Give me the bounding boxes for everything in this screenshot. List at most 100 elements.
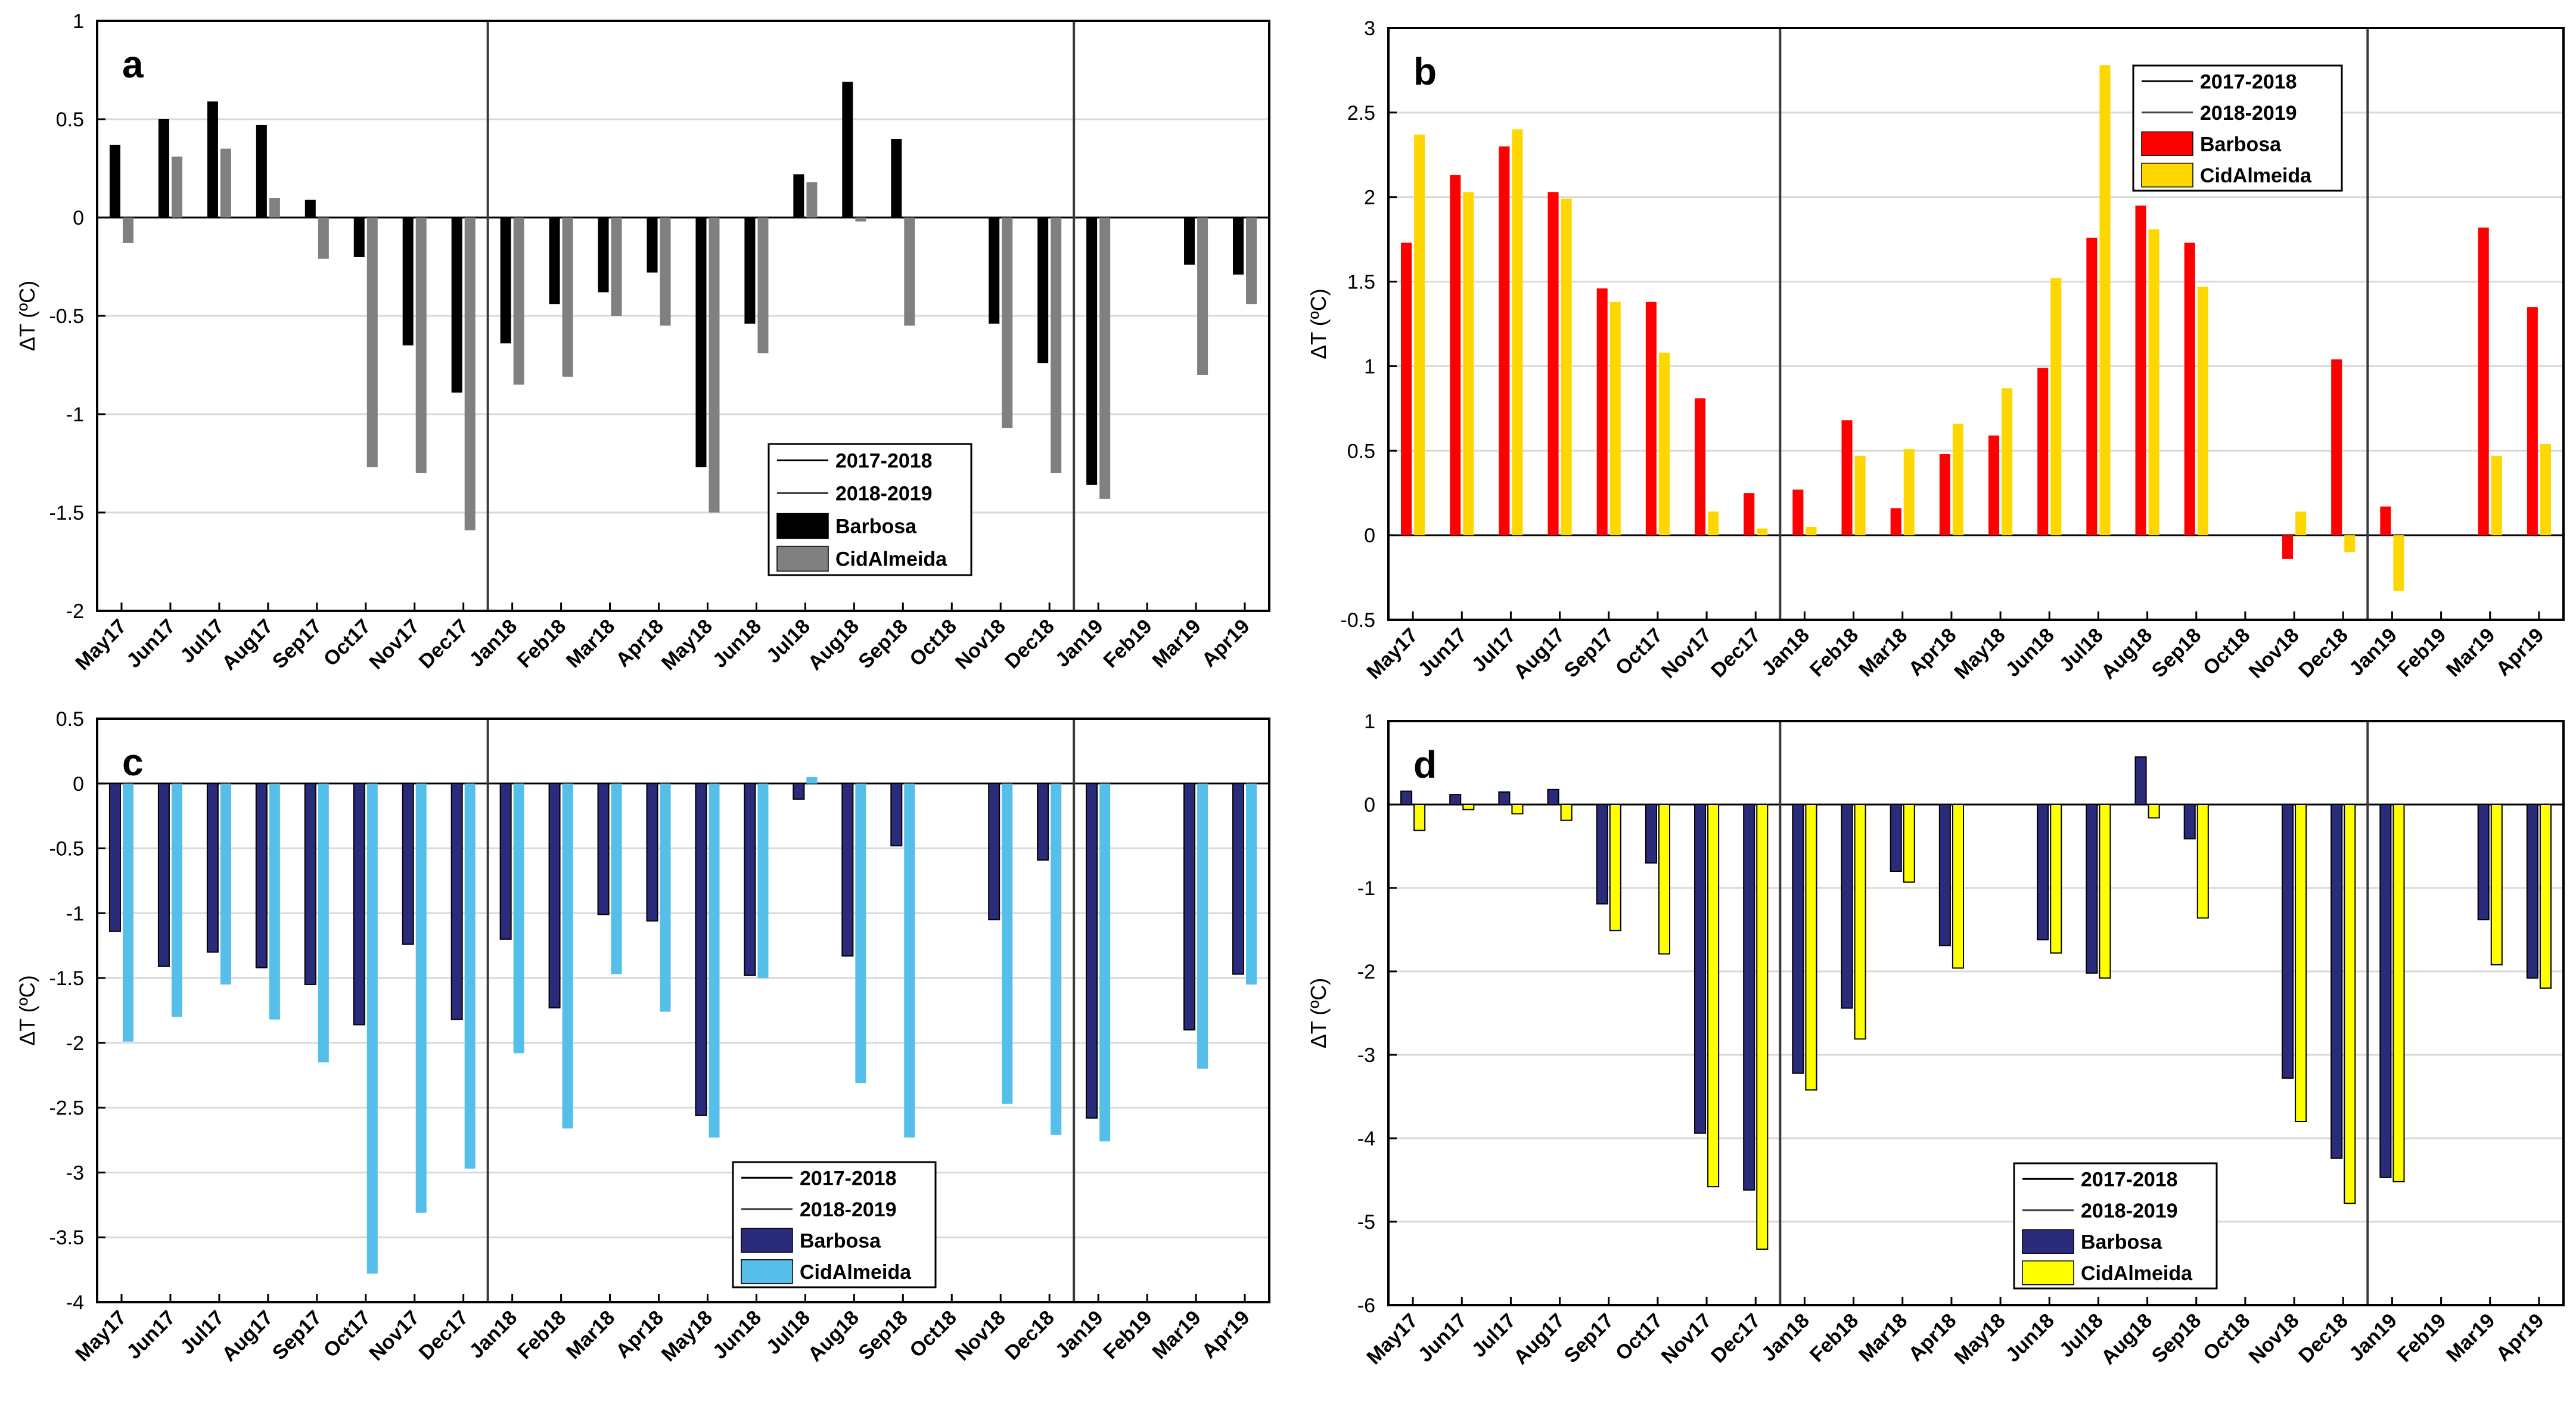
bar-barbosa-dec17 [1744, 493, 1755, 536]
panels: -2-1.5-1-0.500.51May17Jun17Jul17Aug17Sep… [15, 10, 2565, 1369]
bar-cidalmeida-mar19 [1197, 218, 1208, 375]
y-tick-label: -3 [1357, 1044, 1375, 1067]
bar-barbosa-mar19 [1183, 782, 1196, 1031]
bar-cidalmeida-nov17 [415, 218, 427, 473]
legend-entry-label: 2018-2019 [800, 1198, 897, 1221]
bar-cidalmeida-nov18 [1002, 783, 1013, 1104]
bar-cidalmeida-mar18 [611, 218, 622, 316]
bar-barbosa-jan18 [499, 782, 512, 940]
y-axis-label: ΔT (ºC) [15, 975, 39, 1046]
bar-cidalmeida-jan18 [1806, 526, 1817, 536]
bar-cidalmeida-sep17 [1609, 302, 1621, 536]
bar-barbosa-jan19 [1086, 218, 1098, 485]
y-tick-label: -1 [66, 902, 84, 925]
panel-letter: a [122, 43, 144, 86]
bar-cidalmeida-dec18 [2344, 804, 2356, 1204]
bar-barbosa-feb18 [1841, 420, 1853, 536]
bar-cidalmeida-feb18 [1854, 455, 1866, 536]
bar-barbosa-jul17 [206, 782, 219, 953]
bar-barbosa-jun17 [157, 782, 170, 967]
bar-barbosa-jun17 [1450, 175, 1461, 536]
y-tick-label: 1 [73, 10, 84, 33]
y-tick-label: -2.5 [49, 1097, 84, 1120]
bar-cidalmeida-aug18 [855, 218, 866, 222]
y-tick-label: 1 [1364, 355, 1375, 378]
bar-barbosa-dec17 [450, 782, 463, 1020]
bar-barbosa-nov18 [2282, 804, 2294, 1079]
bar-barbosa-dec18 [2331, 359, 2342, 536]
bar-cidalmeida-sep18 [2196, 804, 2209, 919]
bar-cidalmeida-dec17 [464, 783, 476, 1169]
y-tick-label: -1.5 [49, 502, 84, 524]
bar-barbosa-dec18 [2330, 804, 2343, 1159]
bar-cidalmeida-aug18 [855, 783, 866, 1083]
y-tick-label: 0 [73, 207, 84, 229]
y-axis-label: ΔT (ºC) [1306, 978, 1331, 1049]
legend: 2017-2018 2018-2019 Barbosa CidAlmeida [2013, 1162, 2218, 1290]
bar-barbosa-apr19 [2527, 307, 2538, 536]
bar-barbosa-aug17 [255, 782, 268, 968]
y-tick-label: 0 [73, 773, 84, 796]
bar-cidalmeida-mar19 [1197, 783, 1208, 1069]
y-tick-label: 2.5 [1347, 102, 1375, 125]
bar-barbosa-dec18 [1037, 218, 1049, 364]
y-tick-label: -1 [1357, 877, 1375, 900]
bar-barbosa-mar18 [1890, 804, 1902, 872]
bar-cidalmeida-apr19 [1246, 783, 1257, 985]
bar-barbosa-may18 [695, 782, 707, 1116]
bar-cidalmeida-mar18 [611, 783, 622, 974]
bar-cidalmeida-sep17 [1609, 804, 1621, 931]
bar-cidalmeida-nov18 [2295, 511, 2307, 536]
bar-cidalmeida-dec18 [2344, 535, 2356, 552]
bar-cidalmeida-mar18 [1903, 804, 1915, 883]
bar-cidalmeida-feb18 [1854, 804, 1866, 1040]
axes-frame [1387, 27, 2565, 621]
y-tick-label: -0.5 [49, 305, 84, 328]
bar-cidalmeida-jun17 [171, 156, 182, 218]
bar-barbosa-mar19 [2478, 227, 2489, 536]
y-tick-label: -3.5 [49, 1226, 84, 1249]
bar-cidalmeida-dec18 [1051, 218, 1062, 473]
bar-barbosa-sep18 [890, 782, 903, 847]
legend: 2017-2018 2018-2019 Barbosa CidAlmeida [732, 1161, 937, 1288]
bar-barbosa-jan19 [2379, 804, 2392, 1178]
bar-cidalmeida-sep18 [2197, 287, 2208, 536]
y-tick-label: 3 [1364, 17, 1375, 40]
bar-barbosa-aug17 [1547, 788, 1559, 806]
y-tick-label: 1 [1364, 710, 1375, 733]
bar-cidalmeida-jun18 [757, 218, 769, 353]
bar-barbosa-sep17 [1596, 804, 1608, 905]
panel-a: -2-1.5-1-0.500.51May17Jun17Jul17Aug17Sep… [15, 10, 1270, 675]
bar-cidalmeida-apr18 [660, 218, 671, 326]
y-tick-label: -4 [66, 1291, 84, 1314]
bar-cidalmeida-jul17 [1512, 129, 1523, 536]
bar-barbosa-aug17 [1548, 192, 1559, 536]
bar-barbosa-sep18 [2184, 243, 2195, 536]
bar-barbosa-jul18 [2086, 237, 2098, 536]
legend-entry-label: 2018-2019 [2200, 102, 2297, 125]
bar-cidalmeida-aug17 [1561, 198, 1572, 536]
bar-cidalmeida-feb18 [562, 218, 573, 377]
legend-entry-label: 2018-2019 [835, 483, 933, 505]
bar-cidalmeida-sep17 [318, 783, 329, 1063]
y-tick-label: 0 [1364, 524, 1375, 547]
bar-cidalmeida-aug18 [2148, 229, 2159, 536]
bar-cidalmeida-nov18 [2295, 804, 2307, 1122]
legend-patch-marker [776, 545, 829, 572]
bar-barbosa-nov17 [402, 782, 414, 945]
y-tick-label: -4 [1357, 1128, 1375, 1150]
legend-patch-marker [2141, 163, 2193, 188]
legend-patch-marker [2022, 1260, 2074, 1285]
bar-barbosa-apr19 [1232, 218, 1244, 275]
bar-cidalmeida-jun17 [1462, 804, 1475, 810]
bar-cidalmeida-nov17 [1708, 511, 1719, 536]
legend-patch-marker [2022, 1229, 2074, 1254]
y-tick-label: -2 [66, 600, 84, 623]
bar-barbosa-nov18 [988, 782, 1000, 921]
bar-cidalmeida-nov18 [1002, 218, 1013, 428]
bar-cidalmeida-may17 [122, 218, 134, 243]
bar-barbosa-apr19 [1232, 782, 1245, 975]
bar-barbosa-may17 [108, 782, 121, 932]
bar-cidalmeida-jul17 [220, 148, 231, 218]
y-tick-label: -2 [66, 1032, 84, 1055]
